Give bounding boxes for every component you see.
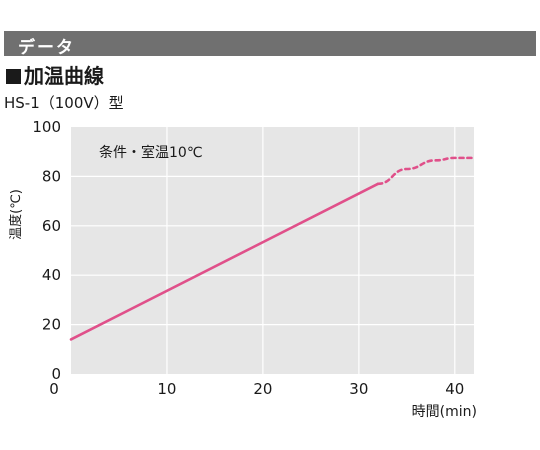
section-header-label: データ <box>18 38 75 58</box>
x-tick-label: 40 <box>445 380 464 398</box>
model-label: HS-1（100V）型 <box>4 94 124 112</box>
x-axis-label: 時間(min) <box>412 404 477 420</box>
y-tick-label: 80 <box>42 167 61 185</box>
y-tick-label: 100 <box>32 118 61 136</box>
square-bullet-icon <box>6 69 21 84</box>
y-tick-label: 60 <box>42 217 61 235</box>
y-tick-label: 0 <box>51 365 61 383</box>
x-tick-label: 0 <box>49 380 59 398</box>
x-tick-label: 30 <box>349 380 368 398</box>
x-tick-label: 10 <box>157 380 176 398</box>
grid-lines <box>71 127 474 374</box>
series-line-solid <box>69 182 380 341</box>
y-tick-label: 40 <box>42 266 61 284</box>
series-lines <box>69 156 476 341</box>
chart-section-title: 加温曲線 <box>6 64 104 88</box>
section-title-text: 加温曲線 <box>24 64 104 88</box>
plot-area <box>71 127 474 374</box>
y-axis-ticks: 0 20 40 60 80 100 <box>32 118 61 383</box>
series-line-dashed <box>376 156 476 186</box>
section-header-bar: データ <box>4 31 536 58</box>
x-axis-ticks: 0 10 20 30 40 <box>49 380 464 398</box>
condition-annotation: 条件・室温10℃ <box>99 144 203 161</box>
x-tick-label: 20 <box>253 380 272 398</box>
y-tick-label: 20 <box>42 316 61 334</box>
y-axis-label: 温度(℃) <box>8 189 24 240</box>
